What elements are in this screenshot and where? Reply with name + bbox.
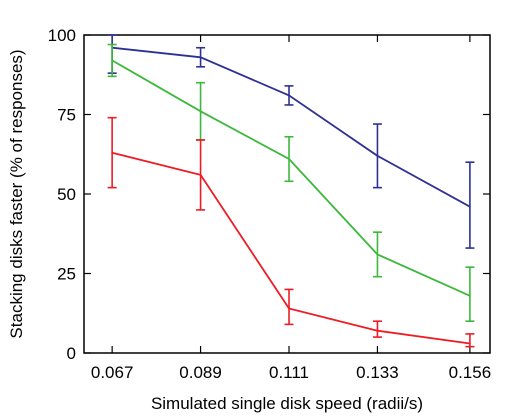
y-tick-label: 25	[57, 265, 76, 284]
series-line	[112, 46, 471, 208]
y-tick-label: 75	[57, 106, 76, 125]
x-tick-label: 0.067	[91, 363, 134, 382]
data-point	[469, 205, 471, 208]
series-group	[107, 34, 475, 348]
data-point	[111, 59, 113, 62]
data-point	[111, 151, 113, 154]
series-2	[107, 116, 475, 348]
data-point	[288, 94, 290, 97]
data-point	[376, 253, 379, 256]
data-point	[288, 307, 290, 310]
x-tick-label: 0.133	[356, 363, 399, 382]
x-tick-label: 0.089	[179, 363, 222, 382]
x-axis-label: Simulated single disk speed (radii/s)	[151, 394, 423, 413]
x-tick-label: 0.111	[269, 363, 309, 382]
y-tick-label: 50	[57, 185, 76, 204]
data-point	[469, 342, 471, 345]
series-0	[107, 34, 475, 249]
y-tick-label: 0	[67, 344, 76, 363]
data-point	[199, 56, 202, 59]
data-point	[376, 155, 379, 157]
y-tick-label: 100	[48, 26, 76, 45]
data-point	[376, 329, 379, 332]
data-point	[288, 158, 290, 160]
data-point	[199, 174, 202, 176]
axis-ticks: 0 25 50 75 100 0.067 0.089 0.111 0.133 0.156	[48, 26, 492, 382]
data-point	[469, 294, 471, 297]
y-axis-label: Stacking disks faster (% of responses)	[7, 49, 26, 338]
x-tick-label: 0.156	[449, 363, 492, 382]
data-point	[199, 110, 202, 113]
